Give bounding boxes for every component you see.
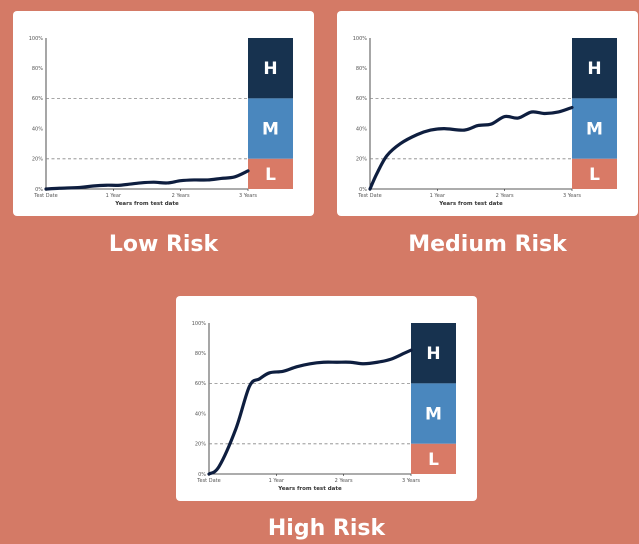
chart-card-medium-risk: 0% 20% 40% 60% 80% 100% Test Date 1 Year 2 Years… [337, 11, 638, 216]
y-tick-label: 60% [356, 96, 367, 102]
y-tick-label: 0% [35, 187, 43, 193]
y-tick-label: 0% [359, 187, 367, 193]
x-tick-label: Test Date [33, 193, 57, 199]
x-tick-label: 3 Years [563, 193, 581, 199]
x-tick-label: 1 Year [430, 193, 446, 199]
x-tick-label: 2 Years [335, 478, 353, 484]
y-tick-label: 60% [32, 96, 43, 102]
risk-band-h [572, 38, 617, 99]
risk-curve-line [44, 169, 250, 191]
x-tick-label: Test Date [196, 478, 220, 484]
risk-band-label-m: M [262, 120, 279, 140]
risk-band-label-h: H [587, 59, 601, 79]
chart-card-high-risk: 0% 20% 40% 60% 80% 100% Test Date 1 Year 2 Years… [176, 296, 477, 501]
risk-band-m [411, 383, 456, 444]
x-tick-label: 3 Years [239, 193, 257, 199]
x-tick-label: 1 Year [106, 193, 122, 199]
risk-band-label-h: H [263, 59, 277, 79]
chart-high-risk: 0% 20% 40% 60% 80% 100% Test Date 1 Year 2 Years… [192, 321, 456, 492]
risk-band-h [248, 38, 293, 99]
caption-low-risk: Low Risk [108, 232, 219, 257]
chart-medium-risk: 0% 20% 40% 60% 80% 100% Test Date 1 Year 2 Years… [353, 36, 617, 207]
x-axis-title: Years from test date [438, 201, 503, 207]
y-tick-label: 40% [356, 126, 367, 132]
y-tick-label: 40% [32, 126, 43, 132]
y-tick-label: 100% [192, 321, 207, 327]
x-tick-label: 3 Years [402, 478, 420, 484]
y-tick-label: 80% [195, 351, 206, 357]
risk-band-m [572, 98, 617, 159]
risk-band-label-l: L [589, 165, 600, 185]
y-tick-label: 20% [32, 157, 43, 163]
risk-curve-line [207, 348, 413, 476]
x-tick-label: 2 Years [496, 193, 514, 199]
x-axis-title: Years from test date [114, 201, 179, 207]
y-tick-label: 40% [195, 411, 206, 417]
x-tick-label: 1 Year [269, 478, 285, 484]
y-tick-label: 20% [195, 442, 206, 448]
risk-band-l [248, 158, 293, 189]
risk-band-label-m: M [425, 405, 442, 425]
x-tick-label: Test Date [357, 193, 381, 199]
risk-band-h [411, 323, 456, 384]
risk-band-label-l: L [428, 450, 439, 470]
chart-card-low-risk: 0% 20% 40% 60% 80% 100% Test Date 1 Year 2 Years… [13, 11, 314, 216]
y-tick-label: 100% [29, 36, 44, 42]
caption-high-risk: High Risk [267, 516, 386, 541]
risk-band-l [572, 158, 617, 189]
y-tick-label: 80% [32, 66, 43, 72]
risk-band-m [248, 98, 293, 159]
y-tick-label: 0% [198, 472, 206, 478]
chart-low-risk: 0% 20% 40% 60% 80% 100% Test Date 1 Year 2 Years… [29, 36, 293, 207]
y-tick-label: 60% [195, 381, 206, 387]
y-tick-label: 80% [356, 66, 367, 72]
x-tick-label: 2 Years [172, 193, 190, 199]
caption-medium-risk: Medium Risk [408, 232, 567, 257]
y-tick-label: 20% [356, 157, 367, 163]
risk-band-label-l: L [265, 165, 276, 185]
risk-band-l [411, 443, 456, 474]
risk-band-label-m: M [586, 120, 603, 140]
y-tick-label: 100% [353, 36, 368, 42]
x-axis-title: Years from test date [277, 486, 342, 492]
risk-band-label-h: H [426, 344, 440, 364]
risk-curve-line [368, 105, 574, 191]
